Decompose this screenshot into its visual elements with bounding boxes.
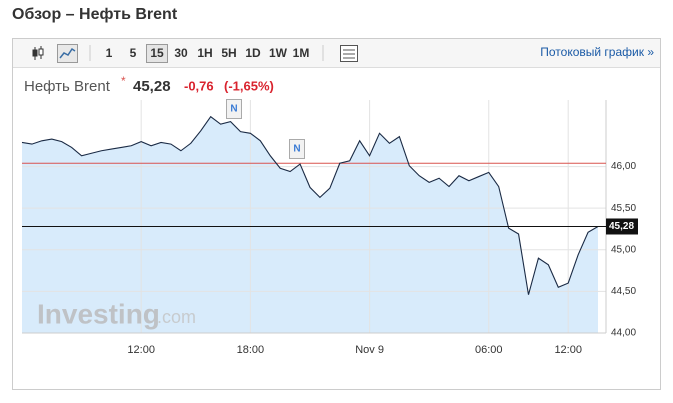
line-icon-glyph: [59, 47, 76, 59]
x-tick-label: Nov 9: [355, 344, 384, 356]
watermark-suffix: .com: [157, 307, 196, 327]
interval-button[interactable]: 1D: [245, 46, 261, 60]
line-icon[interactable]: [57, 44, 78, 63]
interval-button[interactable]: 1: [106, 46, 113, 60]
news-marker[interactable]: [226, 99, 242, 119]
instrument-name: Нефть Brent: [24, 78, 111, 95]
interval-button[interactable]: 1W: [269, 46, 288, 60]
y-tick-label: 44,00: [611, 328, 636, 339]
interval-button[interactable]: 15: [150, 46, 164, 60]
news-marker-label: N: [293, 144, 300, 155]
news-marker-label: N: [230, 104, 237, 115]
interval-button[interactable]: 30: [174, 46, 188, 60]
selected-button: [146, 44, 168, 63]
last-price-label: 45,28: [609, 221, 634, 232]
interval-button[interactable]: 5: [130, 46, 137, 60]
settings-icon[interactable]: [340, 45, 358, 62]
page-title: Обзор – Нефть Brent: [12, 6, 178, 23]
candle-icon[interactable]: [32, 46, 44, 60]
interval-button[interactable]: 1M: [293, 46, 310, 60]
area: [22, 116, 598, 334]
x-tick-label: 12:00: [127, 344, 155, 356]
toolbar: [13, 39, 660, 67]
y-tick-label: 45,00: [611, 244, 636, 255]
last-price-tag: [606, 218, 638, 235]
x-tick-label: 18:00: [237, 344, 265, 356]
price: 45,28: [133, 78, 171, 95]
y-tick-label: 46,00: [611, 161, 636, 172]
y-tick-label: 44,50: [611, 286, 636, 297]
price-line: [21, 115, 599, 295]
change: -0,76: [184, 78, 214, 93]
news-marker[interactable]: [289, 139, 305, 159]
watermark: Investing: [37, 298, 160, 329]
x-tick-label: 12:00: [554, 344, 582, 356]
x-tick-label: 06:00: [475, 344, 503, 356]
interval-button[interactable]: 1H: [197, 46, 212, 60]
y-tick-label: 45,50: [611, 203, 636, 214]
change-percent: (-1,65%): [224, 78, 274, 93]
interval-button[interactable]: 5H: [221, 46, 236, 60]
streaming-link[interactable]: Потоковый график »: [540, 45, 654, 59]
star: *: [121, 74, 126, 88]
